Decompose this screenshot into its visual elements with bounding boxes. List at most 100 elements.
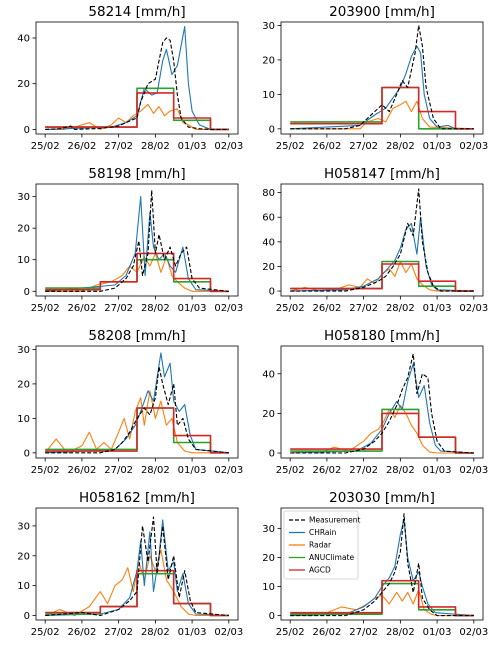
axes-frame — [35, 183, 239, 297]
y-tick-label: 20 — [262, 409, 275, 420]
y-tick-label: 60 — [262, 213, 275, 224]
y-tick-label: 20 — [17, 224, 30, 235]
series-agcd-line — [45, 92, 229, 131]
x-tick-label: 25/02 — [276, 627, 305, 638]
x-tick-label: 26/02 — [67, 465, 96, 476]
y-tick-label: 10 — [17, 581, 30, 592]
axes-frame — [280, 507, 484, 621]
series-radar-line — [45, 252, 229, 292]
x-tick-label: 27/02 — [349, 303, 378, 314]
y-tick-label: 40 — [262, 369, 275, 380]
series-chrain-line — [45, 26, 229, 130]
x-tick-label: 27/02 — [104, 303, 133, 314]
axes-frame — [280, 345, 484, 459]
x-tick-label: 25/02 — [31, 465, 60, 476]
y-tick-label: 20 — [262, 262, 275, 273]
x-tick-label: 26/02 — [312, 627, 341, 638]
y-tick-label: 0 — [24, 448, 30, 459]
x-tick-label: 25/02 — [31, 141, 60, 152]
legend-label: Measurement — [309, 516, 361, 525]
x-tick-label: 01/03 — [423, 303, 452, 314]
x-tick-label: 26/02 — [67, 627, 96, 638]
x-tick-label: 26/02 — [67, 303, 96, 314]
series-measurement-line — [290, 513, 474, 617]
x-tick-label: 02/03 — [459, 303, 488, 314]
legend-box — [283, 510, 359, 580]
legend-label: AGCD — [309, 566, 331, 575]
axes-frame — [280, 21, 484, 135]
panel-7: H058162 [mm/h] 25/02 26/02 27/02 28/02 01/03 0… — [17, 490, 243, 638]
y-tick-label: 0 — [24, 611, 30, 622]
y-tick-label: 10 — [17, 255, 30, 266]
series-chrain-line — [45, 352, 229, 454]
panel-title: H058162 [mm/h] — [79, 490, 195, 506]
x-tick-label: 27/02 — [349, 141, 378, 152]
panel-title: 58208 [mm/h] — [88, 328, 185, 344]
x-tick-label: 27/02 — [104, 627, 133, 638]
panel-4: H058147 [mm/h] 25/02 26/02 27/02 28/02 01/03 0… — [262, 166, 488, 314]
series-agcd-line — [290, 412, 474, 454]
series-agcd-line — [290, 579, 474, 617]
series-agcd-line — [45, 407, 229, 454]
legend-label: Radar — [309, 541, 332, 550]
y-tick-label: 20 — [262, 553, 275, 564]
x-tick-label: 25/02 — [31, 303, 60, 314]
x-tick-label: 28/02 — [386, 303, 415, 314]
panel-5: 58208 [mm/h] 25/02 26/02 27/02 28/02 01/03 02/… — [17, 328, 243, 476]
x-tick-label: 02/03 — [214, 465, 243, 476]
series-measurement-line — [290, 353, 474, 454]
x-tick-label: 25/02 — [276, 141, 305, 152]
x-tick-label: 26/02 — [67, 141, 96, 152]
series-agcd-line — [290, 263, 474, 292]
x-tick-label: 02/03 — [214, 303, 243, 314]
y-tick-label: 80 — [262, 188, 275, 199]
panel-title: 203030 [mm/h] — [329, 490, 435, 506]
series-measurement-line — [45, 516, 229, 617]
y-tick-label: 40 — [17, 34, 30, 45]
x-tick-label: 28/02 — [141, 627, 170, 638]
x-tick-label: 01/03 — [178, 141, 207, 152]
x-tick-label: 02/03 — [459, 141, 488, 152]
axes-frame — [35, 21, 239, 135]
x-tick-label: 01/03 — [178, 627, 207, 638]
y-tick-label: 20 — [262, 55, 275, 66]
x-tick-label: 26/02 — [312, 303, 341, 314]
panel-2: 203900 [mm/h]25/02 26/02 27/02 28/02 01/03 02… — [262, 4, 488, 152]
x-tick-label: 01/03 — [423, 141, 452, 152]
legend-label: CHRain — [309, 528, 337, 537]
x-tick-label: 27/02 — [104, 465, 133, 476]
y-tick-label: 0 — [24, 125, 30, 136]
x-tick-label: 01/03 — [178, 303, 207, 314]
panel-title: 58198 [mm/h] — [88, 166, 185, 182]
y-tick-label: 20 — [17, 379, 30, 390]
x-tick-label: 02/03 — [459, 627, 488, 638]
panel-8: 203030 [mm/h]25/02 26/02 27/02 28/02 01/03 02… — [262, 490, 488, 638]
y-tick-label: 0 — [24, 287, 30, 298]
y-tick-label: 40 — [262, 237, 275, 248]
y-tick-label: 0 — [269, 611, 275, 622]
x-tick-label: 01/03 — [423, 465, 452, 476]
axes-frame — [35, 345, 239, 459]
y-tick-label: 10 — [262, 90, 275, 101]
series-agcd-line — [290, 86, 474, 130]
y-tick-label: 10 — [262, 582, 275, 593]
panel-1: 58214 [mm/h] 25/02 26/02 27/02 28/02 01/03 02/… — [17, 4, 243, 152]
legend-label: ANUClimate — [309, 553, 354, 562]
axes-frame — [35, 507, 239, 621]
x-tick-label: 28/02 — [141, 465, 170, 476]
series-radar-line — [44, 549, 229, 617]
x-tick-label: 02/03 — [459, 465, 488, 476]
x-tick-label: 02/03 — [214, 627, 243, 638]
series-measurement-line — [45, 37, 229, 130]
series-chrain-line — [290, 45, 474, 130]
x-tick-label: 02/03 — [214, 141, 243, 152]
y-tick-label: 30 — [262, 21, 275, 32]
series-measurement-line — [290, 188, 474, 292]
y-tick-label: 30 — [262, 524, 275, 535]
panel-title: H058147 [mm/h] — [324, 166, 440, 182]
y-tick-label: 10 — [17, 414, 30, 425]
x-tick-label: 25/02 — [276, 303, 305, 314]
y-tick-label: 30 — [17, 521, 30, 532]
y-tick-label: 0 — [269, 124, 275, 135]
series-agcd-line — [45, 569, 229, 617]
